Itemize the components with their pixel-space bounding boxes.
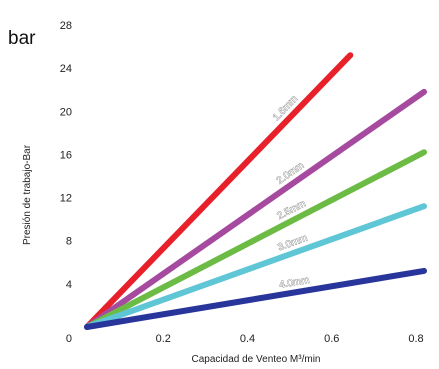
- y-tick-label: 4: [66, 279, 72, 291]
- y-axis-label: Presión de trabajo-Bar: [22, 144, 33, 245]
- y-tick-label: 8: [66, 236, 72, 248]
- x-axis-label: Capacidad de Venteo M³/min: [192, 354, 321, 365]
- x-tick-label: 0.2: [156, 333, 171, 345]
- y-tick-label: 28: [60, 20, 72, 32]
- y-tick-label: 20: [60, 106, 72, 118]
- series-lines: [84, 52, 427, 330]
- series-line-2-0mm: [84, 88, 427, 330]
- y-tick-label: 16: [60, 149, 72, 161]
- x-tick-label: 0.6: [324, 333, 339, 345]
- x-tick-label: 0.8: [408, 333, 423, 345]
- y-tick-label: 24: [60, 63, 72, 75]
- y-tick-label: 12: [60, 193, 72, 205]
- series-line-2-5mm: [84, 149, 427, 330]
- tick-labels: 0 4 8 12 16 20 24 28 0.2 0.4 0.6 0.8: [60, 20, 424, 345]
- x-tick-label: 0.4: [240, 333, 255, 345]
- series-line-1-6mm: [84, 52, 354, 330]
- y-tick-label: 0: [66, 333, 72, 345]
- series-line-3-0mm: [84, 203, 427, 330]
- series-label-4-0mm: 4.0mm: [278, 275, 310, 291]
- series-line-4-0mm: [84, 267, 427, 330]
- unit-label: bar: [8, 28, 36, 49]
